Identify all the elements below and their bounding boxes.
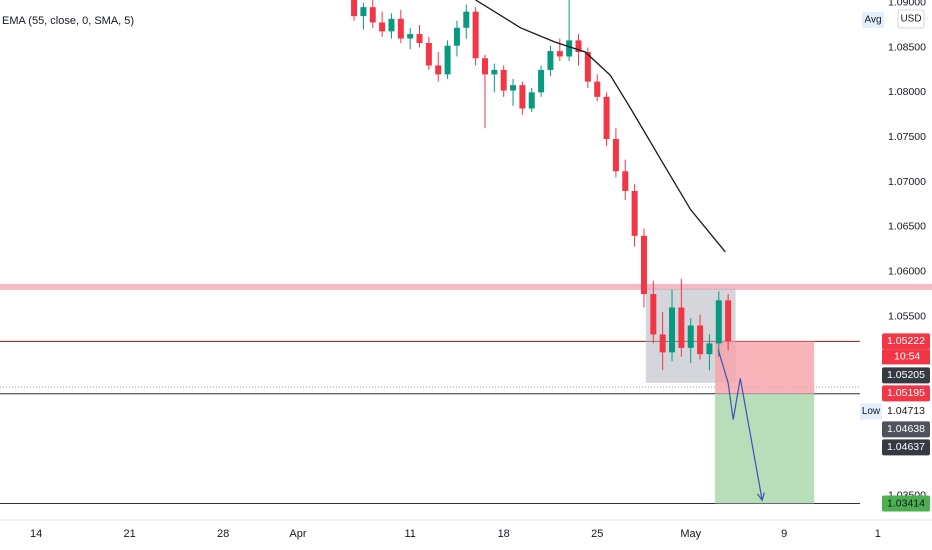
- candle-body: [435, 65, 442, 75]
- stop-zone: [715, 341, 815, 394]
- price-label-text: 1.05205: [887, 369, 925, 381]
- candle-body: [640, 235, 647, 295]
- candle-body: [416, 34, 423, 44]
- candle-body: [566, 40, 573, 57]
- y-tick-label: 1.06000: [888, 265, 926, 277]
- x-tick-label: 1: [875, 528, 881, 540]
- price-label-bg: [882, 385, 930, 402]
- candle-body: [528, 92, 535, 109]
- x-tick-label: 14: [30, 528, 42, 540]
- x-tick-label: 25: [591, 528, 603, 540]
- price-label-text: 1.04713: [887, 405, 925, 417]
- candle-body: [519, 85, 526, 109]
- price-label: 1.05205: [882, 367, 930, 384]
- price-label: 1.05222 10:54: [882, 333, 930, 365]
- countdown: 10:54: [894, 351, 920, 363]
- candle-body: [472, 11, 479, 59]
- candle-body: [725, 300, 732, 342]
- avg-tag: Avg: [864, 15, 881, 26]
- candle-body: [388, 18, 395, 32]
- y-tick-label: 1.07500: [888, 131, 926, 143]
- y-tick-label: 1.07000: [888, 176, 926, 188]
- price-label: 1.04637: [882, 439, 930, 456]
- y-tick-label: 1.09000: [888, 0, 926, 8]
- candle-body: [631, 190, 638, 236]
- price-tag-bg: [860, 403, 882, 420]
- arrow-head: [756, 492, 765, 502]
- y-tick-label: 1.08000: [888, 86, 926, 98]
- x-tick-label: 18: [498, 528, 510, 540]
- x-tick-label: Apr: [289, 528, 306, 540]
- y-tick-label: 1.08500: [888, 41, 926, 53]
- candle-body: [491, 69, 498, 75]
- price-label-bg: [882, 333, 930, 350]
- candle-body: [715, 300, 722, 344]
- x-tick-label: 9: [781, 528, 787, 540]
- candle-body: [407, 34, 414, 39]
- candle-body: [444, 45, 451, 75]
- candle-body: [575, 40, 582, 52]
- candle-body: [706, 343, 713, 355]
- candle-body: [425, 43, 432, 66]
- candle-body: [659, 334, 666, 353]
- candle-body: [397, 18, 404, 39]
- candle-body: [463, 11, 470, 28]
- candle-body: [510, 85, 517, 91]
- price-label-text: 1.05195: [887, 387, 925, 399]
- price-label: 1.04713 Low: [860, 403, 930, 420]
- candle-body: [351, 0, 358, 17]
- price-tag: Low: [862, 406, 881, 417]
- currency: USD: [900, 14, 921, 25]
- candle-body: [687, 325, 694, 348]
- forecast-arrow: [717, 349, 763, 501]
- indicator-label: EMA (55, close, 0, SMA, 5): [2, 15, 134, 27]
- price-label: 1.03414: [882, 495, 930, 512]
- candle-body: [360, 7, 367, 17]
- candle-body: [369, 7, 376, 23]
- price-label: 1.05195: [882, 385, 930, 402]
- price-label-bg: [882, 495, 930, 512]
- candle-body: [603, 96, 610, 139]
- candle-body: [500, 69, 507, 91]
- candle-body: [453, 27, 460, 46]
- x-tick-label: 28: [217, 528, 229, 540]
- candle-body: [547, 51, 554, 70]
- price-label-bg: [882, 403, 930, 420]
- avg-tag-bg: [862, 12, 884, 28]
- price-axis: 1.09000 1.08500 1.08000 1.07500 1.07000 1.065…: [860, 0, 930, 512]
- x-tick-label: 21: [123, 528, 135, 540]
- candle-body: [678, 307, 685, 348]
- price-label-text: 1.04637: [887, 441, 925, 453]
- price-label: 1.04638: [882, 421, 930, 438]
- plot-area: [0, 0, 932, 505]
- price-label-bg: [882, 421, 930, 438]
- countdown-bg: [882, 349, 930, 365]
- x-tick-label: 11: [404, 528, 415, 540]
- candle-body: [556, 51, 563, 57]
- y-tick-label: 1.06500: [888, 221, 926, 233]
- candle-body: [697, 325, 704, 355]
- candle-body: [481, 58, 488, 75]
- price-label-bg: [882, 367, 930, 384]
- price-label-text: 1.04638: [887, 423, 925, 435]
- price-label-bg: [882, 439, 930, 456]
- target-zone: [715, 393, 815, 504]
- candle-body: [612, 138, 619, 172]
- ema-line: [475, 0, 726, 253]
- y-tick-label: 1.05500: [888, 310, 926, 322]
- price-label-text: 1.03414: [887, 497, 925, 509]
- candle-body: [622, 171, 629, 191]
- currency-bg: [897, 9, 925, 29]
- candle-body: [650, 294, 657, 335]
- price-label-text: 1.05222: [887, 335, 925, 347]
- candle-body: [379, 22, 386, 32]
- candle-body: [538, 69, 545, 93]
- x-tick-label: May: [680, 528, 701, 540]
- candle-body: [669, 307, 676, 353]
- candle-body: [584, 52, 591, 82]
- candle-body: [594, 81, 601, 97]
